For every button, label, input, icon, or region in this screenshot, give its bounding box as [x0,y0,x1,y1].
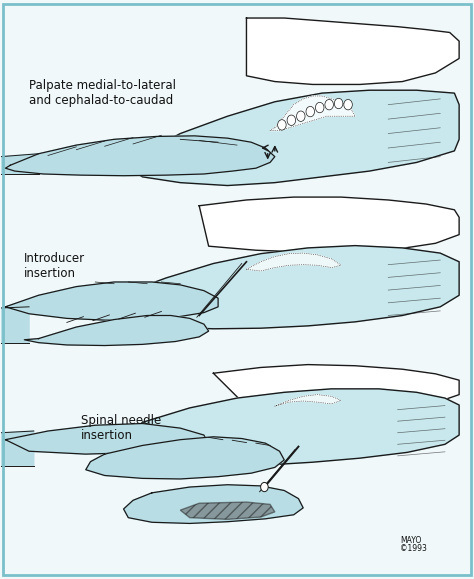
Circle shape [287,115,296,126]
Polygon shape [270,96,355,131]
Text: ©1993: ©1993 [400,544,427,553]
Polygon shape [124,485,303,523]
Text: Palpate medial-to-lateral
and cephalad-to-caudad: Palpate medial-to-lateral and cephalad-t… [29,79,176,107]
Polygon shape [5,423,209,454]
Polygon shape [128,90,459,185]
Polygon shape [5,136,275,175]
Polygon shape [246,18,459,85]
Polygon shape [0,307,29,343]
Circle shape [325,100,333,110]
Circle shape [334,98,343,109]
Circle shape [297,111,305,122]
Circle shape [261,482,268,492]
Polygon shape [213,365,459,412]
Text: MAYO: MAYO [400,536,421,545]
Circle shape [306,107,315,117]
Polygon shape [5,282,218,320]
Polygon shape [275,395,341,406]
Polygon shape [124,389,459,466]
Polygon shape [24,316,209,346]
Circle shape [344,100,352,110]
Polygon shape [0,431,34,466]
Polygon shape [199,197,459,252]
Polygon shape [86,437,284,479]
Polygon shape [0,154,38,174]
Polygon shape [180,502,275,519]
Polygon shape [246,253,341,271]
Text: Spinal needle
insertion: Spinal needle insertion [81,413,161,442]
Polygon shape [105,245,459,329]
Circle shape [316,102,324,113]
Text: Introducer
insertion: Introducer insertion [24,252,85,280]
Circle shape [278,120,286,130]
